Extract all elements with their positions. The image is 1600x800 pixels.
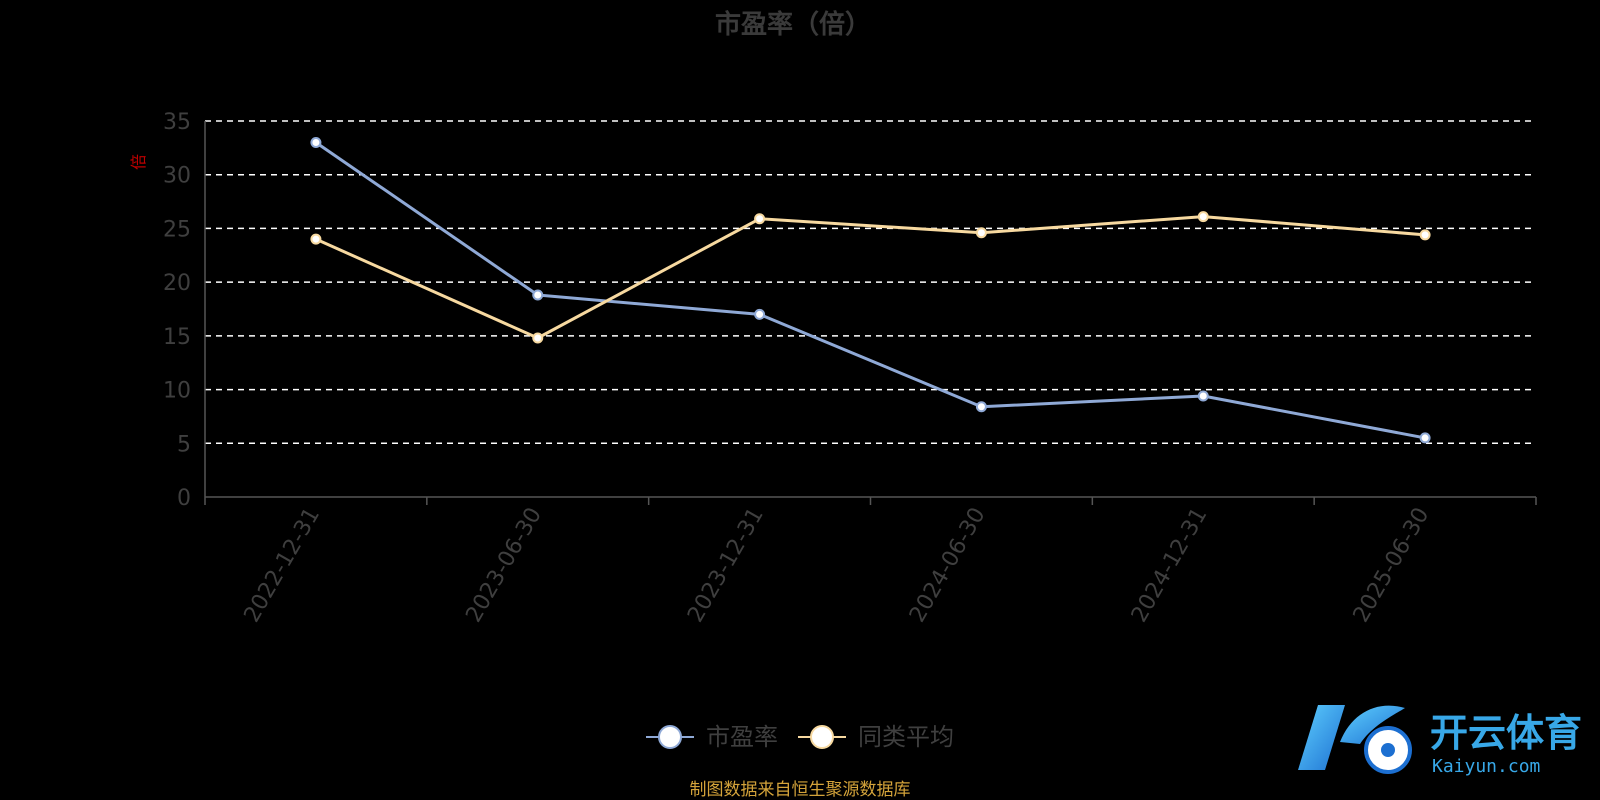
y-tick-label: 30 <box>163 164 191 189</box>
y-tick-label: 25 <box>163 217 191 242</box>
logo-k-arm <box>1340 705 1405 744</box>
chart-title: 市盈率（倍） <box>715 9 871 40</box>
y-tick-label: 10 <box>163 379 191 404</box>
series-line <box>315 141 1426 440</box>
source-note: 制图数据来自恒生聚源数据库 <box>690 780 911 800</box>
watermark-url: Kaiyun.com <box>1432 756 1540 777</box>
legend-swatch-marker <box>810 725 834 749</box>
legend-label-pe: 市盈率 <box>706 723 778 751</box>
data-point[interactable] <box>310 233 322 245</box>
legend-item-peer-average[interactable]: 同类平均 <box>798 723 954 751</box>
logo-k-stem <box>1298 705 1345 770</box>
legend-label-peer-average: 同类平均 <box>858 723 954 751</box>
data-point[interactable] <box>532 289 544 301</box>
data-point[interactable] <box>975 227 987 239</box>
y-tick-label: 35 <box>163 110 191 135</box>
data-point[interactable] <box>1197 390 1209 402</box>
x-tick-label: 2025-06-30 <box>1349 504 1435 627</box>
y-tick-label: 20 <box>163 271 191 296</box>
y-tick-label: 5 <box>177 432 191 457</box>
series-line <box>315 215 1426 340</box>
data-point[interactable] <box>310 136 322 148</box>
x-tick-label: 2023-06-30 <box>461 504 547 627</box>
data-point[interactable] <box>1419 229 1431 241</box>
series-lines <box>310 136 1431 444</box>
watermark-logo: 开云体育 Kaiyun.com <box>1298 705 1582 777</box>
x-tick-label: 2024-12-31 <box>1127 504 1213 627</box>
y-axis-label: 倍 <box>129 154 148 170</box>
grid-lines <box>205 120 1536 445</box>
x-tick-label: 2022-12-31 <box>240 504 326 627</box>
legend-item-pe[interactable]: 市盈率 <box>646 723 778 751</box>
y-tick-label: 15 <box>163 325 191 350</box>
y-tick-labels: 0 5 10 15 20 25 30 35 <box>163 110 191 511</box>
legend-swatch-marker <box>658 725 682 749</box>
series-1 <box>310 211 1431 344</box>
data-point[interactable] <box>532 332 544 344</box>
watermark-brand: 开云体育 <box>1430 711 1582 755</box>
data-point[interactable] <box>754 213 766 225</box>
soccer-ball-patch <box>1381 743 1395 757</box>
data-point[interactable] <box>1197 211 1209 223</box>
x-tick-labels: 2022-12-31 2023-06-30 2023-12-31 2024-06-30… <box>240 504 1435 627</box>
data-point[interactable] <box>975 401 987 413</box>
data-point[interactable] <box>1419 432 1431 444</box>
x-tick-label: 2024-06-30 <box>905 504 991 627</box>
axes <box>204 121 1537 505</box>
y-tick-label: 0 <box>177 486 191 511</box>
series-0 <box>310 136 1431 444</box>
legend: 市盈率 同类平均 <box>646 723 954 751</box>
x-tick-label: 2023-12-31 <box>683 504 769 627</box>
data-point[interactable] <box>754 308 766 320</box>
